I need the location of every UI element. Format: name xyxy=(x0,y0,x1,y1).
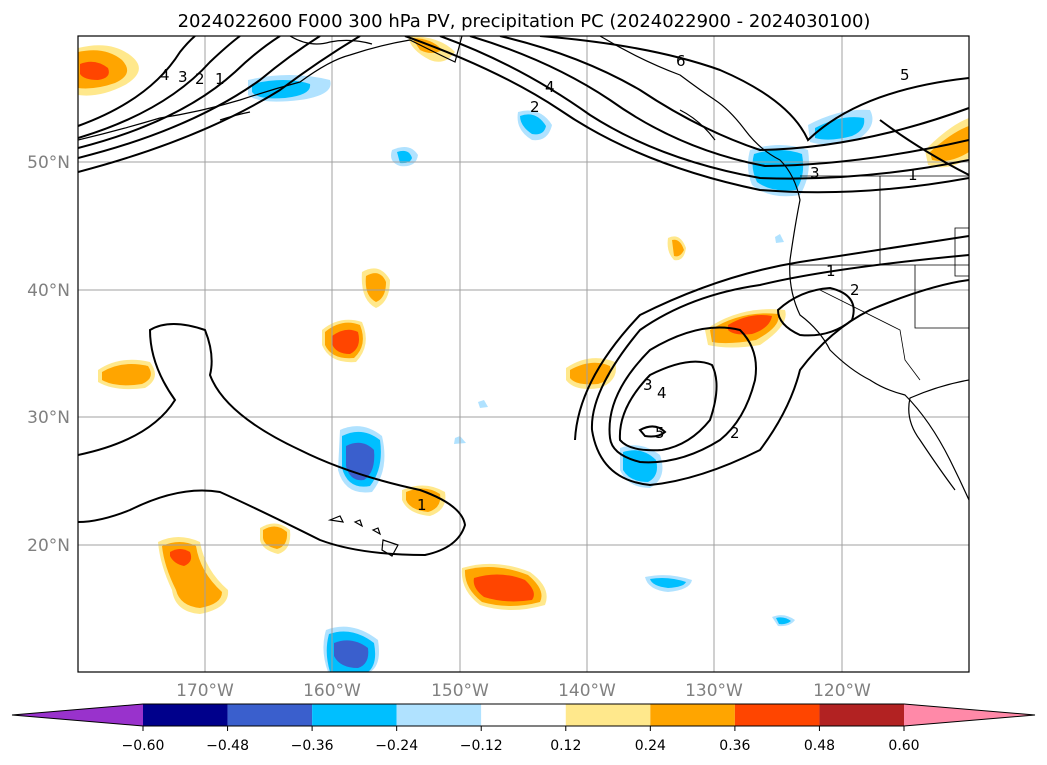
contour-label: 5 xyxy=(655,424,665,442)
contour-label: 2 xyxy=(195,70,205,88)
contour-label: 4 xyxy=(160,66,170,84)
colorbar-segment xyxy=(396,704,482,726)
lon-label: 120°W xyxy=(813,681,871,701)
contour-label: 3 xyxy=(643,376,653,394)
lat-label: 30°N xyxy=(27,408,70,428)
contour-label: 6 xyxy=(676,52,686,70)
contour-label: 3 xyxy=(810,164,820,182)
colorbar-segment xyxy=(481,704,566,726)
colorbar-segment xyxy=(734,704,820,726)
contour-label: 1 xyxy=(908,166,918,184)
lon-label: 160°W xyxy=(303,681,361,701)
map-title: 2024022600 F000 300 hPa PV, precipitatio… xyxy=(178,11,871,32)
contour-label: 3 xyxy=(178,68,188,86)
contour-label: 2 xyxy=(730,424,740,442)
contour-label: 1 xyxy=(215,70,225,88)
colorbar-segment xyxy=(312,704,397,726)
colorbar-segment xyxy=(143,704,228,726)
contour-label: 4 xyxy=(545,78,555,96)
colorbar-tick-label: −0.12 xyxy=(460,738,503,754)
coastlines xyxy=(78,36,969,557)
lat-label: 40°N xyxy=(27,281,70,301)
colorbar-tick-label: 0.60 xyxy=(888,738,919,754)
colorbar-tick-label: 0.48 xyxy=(804,738,835,754)
contour-label: 2 xyxy=(850,281,860,299)
colorbar-tick-label: −0.60 xyxy=(122,738,165,754)
colorbar-extend-min xyxy=(12,704,143,726)
contour-label: 4 xyxy=(657,384,667,402)
pv-contour-labels: 4 3 2 1 6 4 2 5 3 1 1 2 3 4 5 2 1 xyxy=(160,52,918,514)
contour-label: 2 xyxy=(530,98,540,116)
colorbar-tick-label: −0.24 xyxy=(375,738,418,754)
lon-label: 130°W xyxy=(685,681,743,701)
colorbar-segment xyxy=(227,704,313,726)
colorbar-segment xyxy=(819,704,904,726)
contour-label: 5 xyxy=(900,66,910,84)
colorbar-segment xyxy=(650,704,735,726)
lat-label: 20°N xyxy=(27,536,70,556)
pv-contours xyxy=(78,36,969,557)
contour-label: 1 xyxy=(826,262,836,280)
colorbar-tick-label: −0.36 xyxy=(291,738,334,754)
colorbar-tick-label: −0.48 xyxy=(206,738,249,754)
lat-label: 50°N xyxy=(27,153,70,173)
precip-anomaly-shading xyxy=(78,36,969,672)
colorbar-tick-label: 0.12 xyxy=(550,738,581,754)
latitude-labels: 50°N 40°N 30°N 20°N xyxy=(27,153,70,556)
colorbar-tick-label: 0.24 xyxy=(635,738,666,754)
lon-label: 140°W xyxy=(558,681,616,701)
longitude-labels: 170°W 160°W 150°W 140°W 130°W 120°W xyxy=(176,681,871,701)
lon-label: 170°W xyxy=(176,681,234,701)
contour-label: 1 xyxy=(417,496,427,514)
colorbar-segment xyxy=(565,704,651,726)
colorbar-extend-max xyxy=(904,704,1035,726)
colorbar-tick-label: 0.36 xyxy=(719,738,750,754)
colorbar: −0.60 −0.48 −0.36 −0.24 −0.12 0.12 0.24 0.36 0.4… xyxy=(11,703,1036,754)
lon-label: 150°W xyxy=(431,681,489,701)
map-frame xyxy=(77,35,970,673)
